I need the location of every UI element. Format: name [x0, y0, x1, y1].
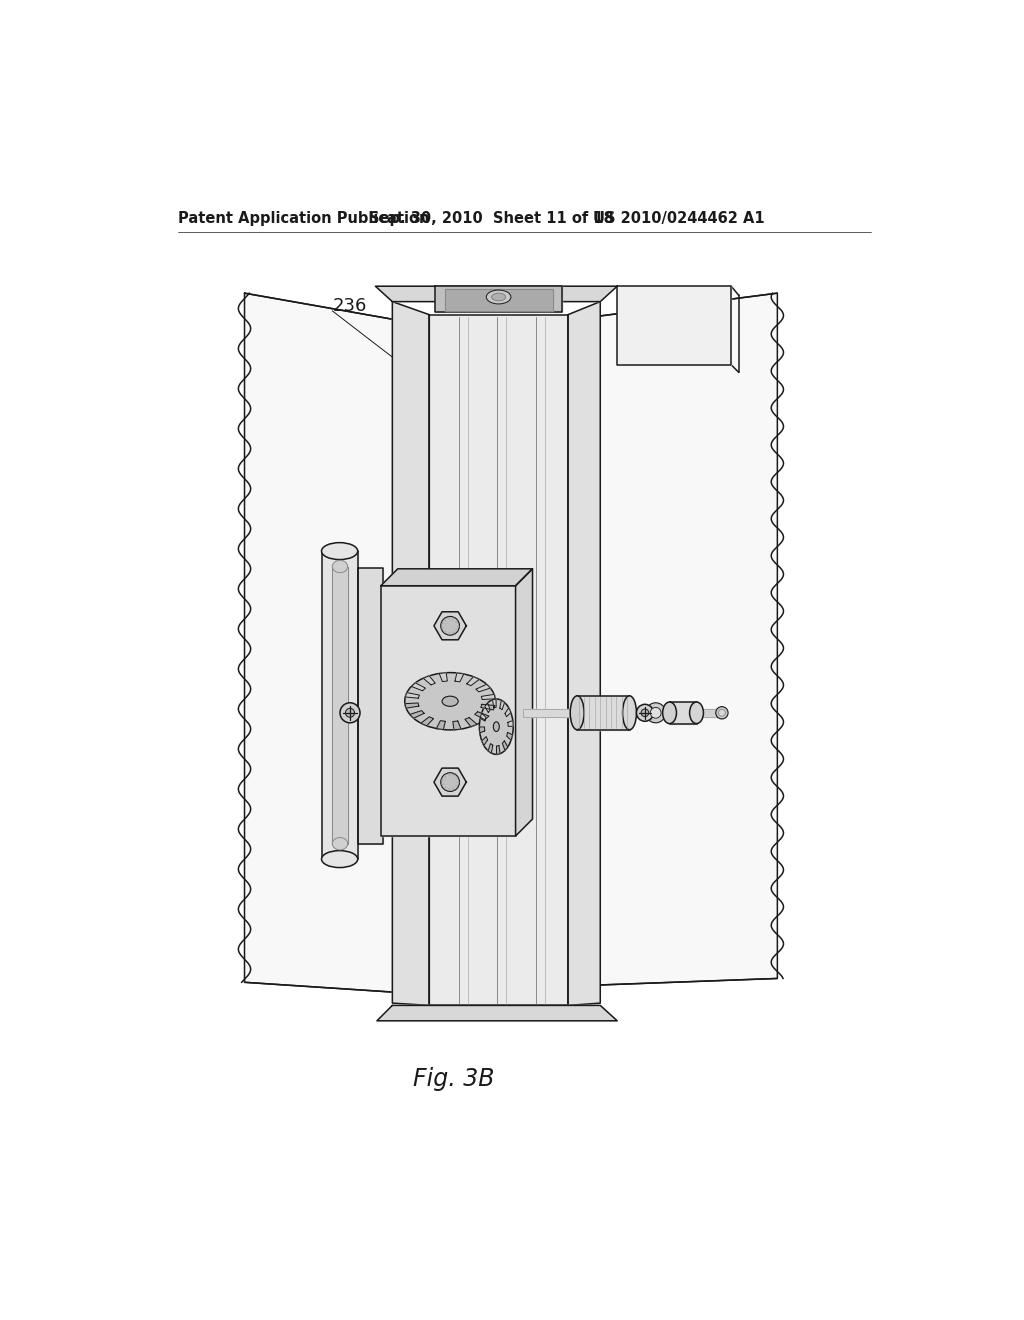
Polygon shape — [322, 552, 357, 859]
Polygon shape — [333, 566, 348, 843]
Circle shape — [345, 709, 354, 717]
Polygon shape — [453, 721, 461, 730]
Polygon shape — [376, 286, 617, 302]
Polygon shape — [381, 586, 515, 836]
Polygon shape — [434, 611, 466, 640]
Text: 238: 238 — [617, 297, 651, 315]
Polygon shape — [508, 721, 513, 726]
Polygon shape — [503, 741, 508, 751]
Polygon shape — [357, 568, 383, 843]
Polygon shape — [410, 710, 424, 718]
Polygon shape — [406, 693, 420, 698]
Polygon shape — [480, 713, 486, 721]
Polygon shape — [476, 684, 490, 692]
Ellipse shape — [623, 696, 637, 730]
Polygon shape — [670, 702, 696, 723]
Polygon shape — [429, 314, 568, 1006]
Polygon shape — [481, 694, 496, 700]
Polygon shape — [488, 743, 493, 754]
Circle shape — [637, 705, 653, 721]
Polygon shape — [479, 727, 484, 733]
Polygon shape — [436, 721, 445, 730]
Polygon shape — [404, 704, 419, 708]
Ellipse shape — [494, 722, 500, 731]
Circle shape — [440, 616, 460, 635]
Circle shape — [340, 702, 360, 723]
Polygon shape — [381, 569, 532, 586]
Polygon shape — [392, 302, 429, 1006]
Polygon shape — [500, 700, 505, 710]
Ellipse shape — [650, 708, 662, 718]
Polygon shape — [245, 293, 419, 994]
Polygon shape — [515, 569, 532, 836]
Ellipse shape — [570, 696, 584, 730]
Polygon shape — [578, 696, 630, 730]
Ellipse shape — [333, 837, 348, 850]
Polygon shape — [617, 286, 731, 364]
Polygon shape — [377, 1006, 617, 1020]
Ellipse shape — [322, 850, 357, 867]
Polygon shape — [505, 708, 511, 717]
Polygon shape — [497, 746, 500, 754]
Polygon shape — [434, 768, 466, 796]
Circle shape — [641, 709, 649, 717]
Polygon shape — [423, 676, 435, 685]
Polygon shape — [421, 717, 433, 726]
Polygon shape — [481, 737, 487, 746]
Polygon shape — [435, 286, 562, 313]
Ellipse shape — [404, 673, 496, 730]
Text: Patent Application Publication: Patent Application Publication — [178, 211, 430, 226]
Polygon shape — [568, 302, 600, 1006]
Polygon shape — [467, 677, 479, 685]
Polygon shape — [523, 709, 631, 717]
Ellipse shape — [486, 290, 511, 304]
Ellipse shape — [492, 293, 506, 301]
Ellipse shape — [646, 702, 666, 723]
Ellipse shape — [322, 543, 357, 560]
Polygon shape — [481, 705, 495, 710]
Ellipse shape — [333, 560, 348, 573]
Ellipse shape — [719, 709, 725, 717]
Polygon shape — [484, 702, 490, 713]
Text: 236: 236 — [333, 297, 367, 315]
Ellipse shape — [716, 706, 728, 719]
Circle shape — [440, 772, 460, 792]
Polygon shape — [465, 718, 477, 727]
Ellipse shape — [442, 696, 458, 706]
Polygon shape — [493, 700, 497, 708]
Polygon shape — [475, 711, 488, 719]
Polygon shape — [412, 682, 426, 690]
Ellipse shape — [479, 700, 513, 755]
Text: Sep. 30, 2010  Sheet 11 of 18: Sep. 30, 2010 Sheet 11 of 18 — [370, 211, 614, 226]
Polygon shape — [696, 709, 717, 717]
Polygon shape — [507, 733, 512, 741]
Polygon shape — [568, 293, 777, 986]
Ellipse shape — [663, 702, 677, 723]
Polygon shape — [439, 673, 447, 681]
Ellipse shape — [689, 702, 703, 723]
Text: US 2010/0244462 A1: US 2010/0244462 A1 — [593, 211, 764, 226]
Polygon shape — [455, 673, 464, 682]
Text: Fig. 3B: Fig. 3B — [414, 1067, 495, 1090]
Polygon shape — [444, 289, 553, 312]
